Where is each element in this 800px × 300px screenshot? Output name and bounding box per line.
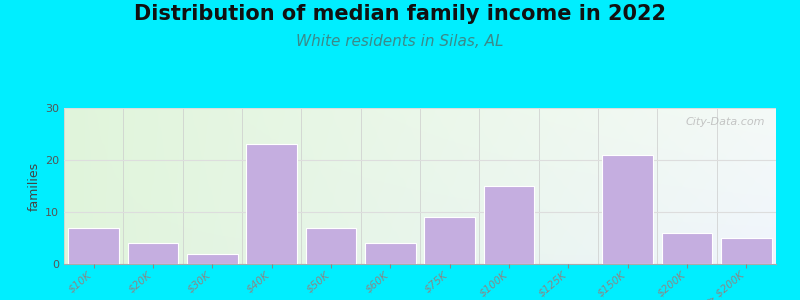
- Bar: [187, 254, 238, 264]
- Bar: [69, 228, 119, 264]
- Bar: [662, 233, 712, 264]
- Bar: [484, 186, 534, 264]
- Bar: [365, 243, 415, 264]
- Bar: [246, 144, 297, 264]
- Y-axis label: families: families: [28, 161, 41, 211]
- Text: White residents in Silas, AL: White residents in Silas, AL: [296, 34, 504, 50]
- Bar: [306, 228, 356, 264]
- Bar: [128, 243, 178, 264]
- Bar: [721, 238, 771, 264]
- Bar: [602, 155, 653, 264]
- Bar: [425, 217, 475, 264]
- Text: Distribution of median family income in 2022: Distribution of median family income in …: [134, 4, 666, 25]
- Text: City-Data.com: City-Data.com: [686, 117, 766, 128]
